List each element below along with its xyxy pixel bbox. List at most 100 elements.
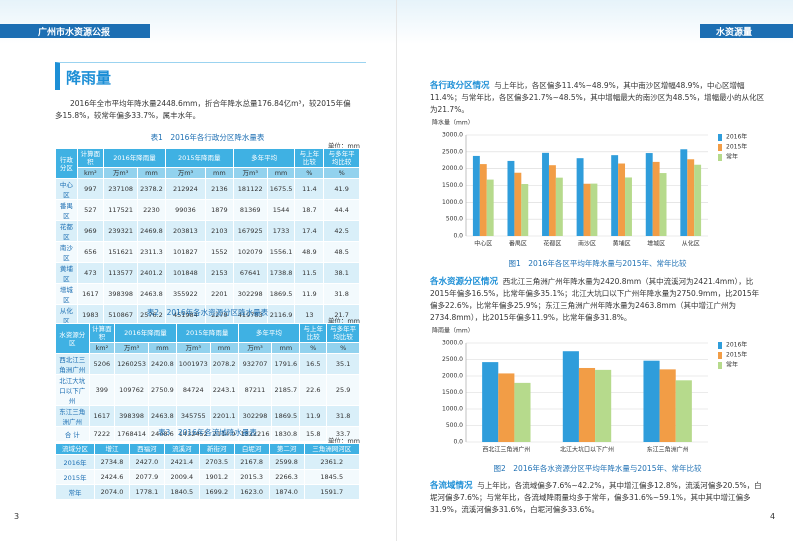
unit-cell: mm [266,167,296,179]
x-tick-label: 西北江三角洲广州 [482,446,530,454]
header-cell: 计算面积 [76,148,105,168]
table-cell: 11.9 [299,405,328,427]
bar [645,153,653,236]
table-cell: 18.7 [294,199,325,221]
paragraph-text: 与上年比，各区偏多11.4%~48.9%，其中南沙区增幅48.9%，中心区增幅1… [430,81,765,114]
table-row: 南沙区 656 151621 2311.3 101827 1552 102079 1556.1… [55,241,360,263]
header-row: 流域分区 增江 西福河 流溪河 新街河 白坭河 第二河 三角洲网河区 [54,443,361,455]
header-cell: 多年平均 [232,148,296,168]
table-row: 常年 2074.0 1778.1 1840.5 1699.2 1623.0 1874.0 15… [54,484,361,500]
table-cell: 5206 [88,353,116,375]
paragraph: 各流域情况 与上年比，各流域偏多7.6%~42.2%，其中增江偏多12.8%，流… [430,480,765,516]
table-cell: 1699.2 [198,484,235,500]
table-cell: 2116.9 [266,304,296,326]
table-cell: 1432452 [175,426,211,442]
table-cell: 101848 [164,262,206,284]
unit-cell: km² [88,342,116,354]
bar [618,163,626,236]
table-cell: 109762 [114,374,150,406]
table-cell: 2401.2 [137,262,166,284]
table-cell: 合 计 [55,426,90,442]
bar [611,155,619,236]
table-cell: 1001973 [175,353,211,375]
table-cell: 87211 [237,374,273,406]
bar [583,183,591,236]
legend-label: 2016年 [726,133,747,141]
unit-cell: % [299,342,328,354]
table-cell: 355922 [164,283,206,305]
table-cell: 2230 [137,199,166,221]
unit-cell: 万m³ [175,342,211,354]
figure-caption: 图2 2016年各水资源分区平均年降水量与2015年、常年比较 [493,464,702,473]
table-cell: 1845.5 [303,469,361,485]
table-cell: 花都区 [55,220,78,242]
table-cell: 1830.8 [271,426,301,442]
y-tick-label: 2000.0 [442,165,463,172]
bar [486,179,494,236]
unit-cell: mm [204,167,234,179]
legend-label: 常年 [726,153,738,161]
table-cell: 345755 [175,405,211,427]
table-cell: 番禺区 [55,199,78,221]
bar [521,184,529,236]
unit-cell: mm [137,167,166,179]
paragraph-text: 西北江三角洲广州年降水量为2420.8mm（其中流溪河为2421.4mm），比2… [430,277,760,322]
bar [595,369,612,442]
table-cell: 101827 [164,241,206,263]
table-cell: 2750.9 [148,374,177,406]
table-row: 西北江三角洲广州 5206 1260253 2420.8 1001973 2078.2 93… [55,353,360,375]
table-cell: 中心区 [55,178,78,200]
table-cell: 1322216 [237,426,273,442]
x-tick-label: 南沙区 [578,240,596,248]
header-cell: 与多年平均比较 [326,323,360,343]
bar [542,152,549,236]
table-row: 中心区 997 237108 2378.2 212924 2136 181122 1675.5… [55,178,360,200]
table-unit: 单位：mm [327,437,360,445]
table-cell: 2077.9 [128,469,165,485]
table-cell: 2463.8 [137,283,166,305]
table-cell: 1623.0 [233,484,270,500]
header-cell: 2016年降雨量 [103,148,166,168]
unit-cell: mm [209,342,239,354]
table-cell: 2185.7 [271,374,301,406]
header-cell: 与多年平均比较 [323,148,360,168]
page-fold [396,0,397,541]
y-axis-label: 降水量（mm） [432,119,474,127]
table-cell: 1556.1 [266,241,296,263]
y-tick-label: 1000.0 [442,406,463,413]
table-cell: 15.8 [299,426,328,442]
unit-cell: km² [76,167,105,179]
table-cell: 北江大坑口以下广州 [55,374,90,406]
table-cell: 399 [88,374,116,406]
bar [514,382,531,442]
table-cell: 1840.5 [163,484,200,500]
table: 流域分区 增江 西福河 流溪河 新街河 白坭河 第二河 三角洲网河区 2016年 2734.8 2… [54,443,361,500]
header-cell: 多年平均 [237,323,301,343]
table-cell: 东江三角洲广州 [55,405,90,427]
legend-label: 常年 [726,361,738,369]
table-cell: 13 [294,304,325,326]
intro-paragraph: 2016年全市平均年降水量2448.6mm，折合年降水总量176.84亿m³，较… [55,99,351,120]
header-cell: 流溪河 [163,443,200,455]
y-axis-label: 降雨量（mm） [432,327,474,335]
x-tick-label: 从化区 [682,240,700,248]
legend-swatch [718,352,722,359]
legend-label: 2015年 [726,351,747,359]
table-cell: 2576.2 [137,304,166,326]
table-cell: 2421.4 [163,454,200,470]
table-cell: 2016年 [54,454,96,470]
table-cell: 42.5 [323,220,360,242]
page-number: 4 [770,512,776,521]
table-cell: 527 [76,199,105,221]
unit-row: km² 万m³ mm 万m³ mm 万m³ mm%% [56,342,360,354]
x-tick-label: 东江三角洲广州 [647,446,689,454]
bar [590,183,598,236]
x-tick-label: 花都区 [543,240,561,248]
table-cell: 203813 [164,220,206,242]
table-cell: 2361.2 [303,454,361,470]
table-cell: 2266.3 [268,469,305,485]
y-tick-label: 0.0 [453,439,463,446]
bar [482,362,499,442]
section-title: 降雨量 [55,62,366,90]
y-tick-label: 1500.0 [442,389,463,396]
